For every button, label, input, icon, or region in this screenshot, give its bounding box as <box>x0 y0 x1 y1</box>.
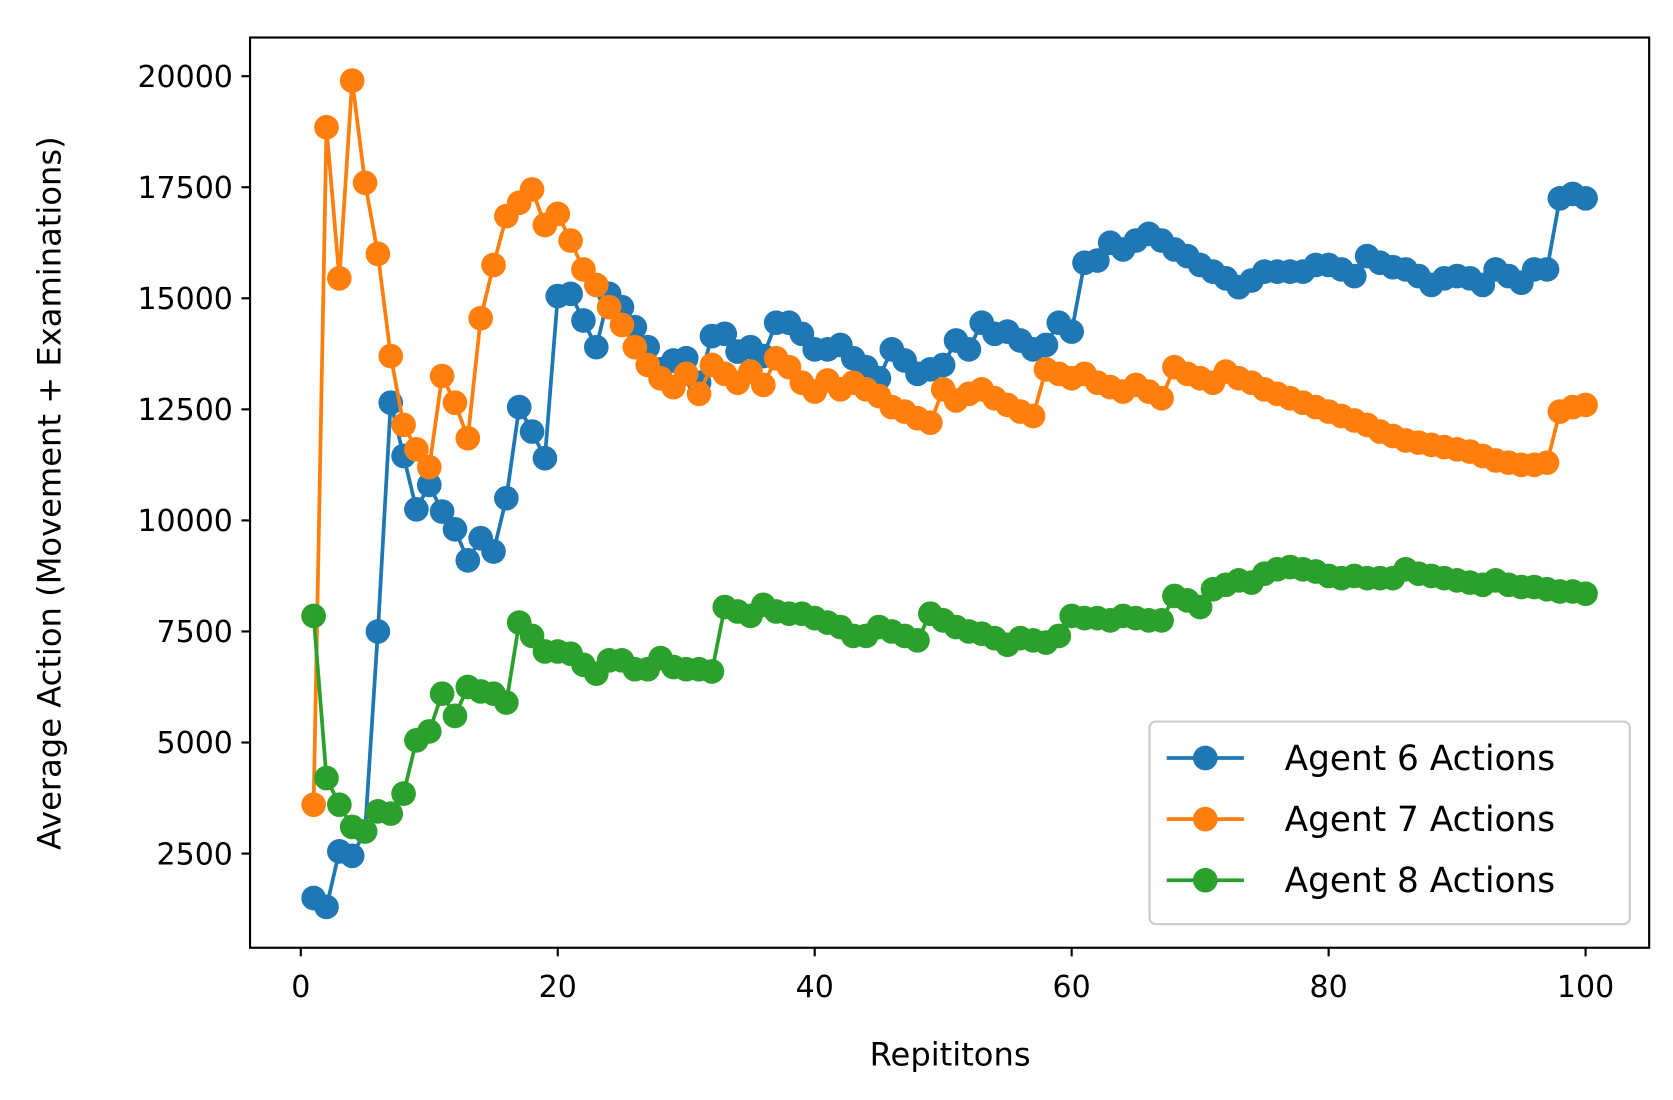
plot-frame <box>248 36 1651 949</box>
data-point <box>519 177 545 202</box>
data-point <box>339 843 365 869</box>
legend-marker <box>1192 806 1218 832</box>
data-point <box>468 305 493 331</box>
data-point <box>699 659 725 684</box>
legend-label: Agent 6 Actions <box>1285 739 1555 779</box>
y-tick-label: 15000 <box>137 282 232 317</box>
data-point <box>930 352 956 378</box>
data-point <box>481 539 506 564</box>
data-point <box>314 765 339 791</box>
x-tick-label: 0 <box>291 970 310 1005</box>
data-point <box>481 252 506 278</box>
data-point <box>442 390 468 416</box>
data-point <box>1085 248 1110 273</box>
x-tick-label: 80 <box>1310 970 1348 1005</box>
data-point <box>918 410 943 436</box>
y-tick-label: 12500 <box>137 393 232 428</box>
data-point <box>352 170 378 196</box>
data-point <box>1534 257 1560 282</box>
data-point <box>494 690 519 715</box>
data-point <box>583 272 609 298</box>
data-point <box>905 628 930 653</box>
data-point <box>339 68 365 93</box>
x-tick-label: 100 <box>1557 970 1614 1005</box>
x-tick-label: 40 <box>796 970 834 1005</box>
data-point <box>314 114 339 140</box>
data-point <box>429 499 455 524</box>
data-point <box>956 337 982 362</box>
data-point <box>365 241 391 267</box>
data-point <box>494 485 519 511</box>
legend-marker <box>1192 745 1218 771</box>
data-point <box>1033 332 1059 358</box>
data-point <box>1573 392 1598 418</box>
data-point <box>545 201 571 227</box>
y-tick-label: 20000 <box>137 60 232 95</box>
y-tick-label: 10000 <box>137 504 232 539</box>
data-point <box>416 472 442 498</box>
data-point <box>365 619 391 644</box>
legend-box <box>1148 720 1631 926</box>
data-point <box>673 361 699 387</box>
legend-marker <box>1192 867 1218 893</box>
legend: Agent 6 Actions Agent 7 Actions Agent 8 Ac… <box>1148 720 1631 926</box>
data-point <box>391 781 416 806</box>
data-point <box>750 372 776 398</box>
data-point <box>442 703 468 729</box>
data-point <box>442 516 468 542</box>
y-tick-label: 5000 <box>157 726 233 761</box>
data-point <box>301 603 326 629</box>
data-point <box>519 419 545 444</box>
y-tick-label: 17500 <box>137 171 232 206</box>
data-point <box>378 343 404 369</box>
data-point <box>314 894 339 920</box>
data-point <box>1020 403 1046 429</box>
data-point <box>416 719 442 744</box>
data-point <box>416 454 442 480</box>
data-point <box>301 792 326 818</box>
data-point <box>1059 319 1084 344</box>
data-point <box>583 334 609 360</box>
data-point <box>352 819 378 844</box>
y-tick-label: 2500 <box>157 837 233 872</box>
data-point <box>1149 608 1174 633</box>
data-point <box>455 548 481 573</box>
x-tick-label: 20 <box>539 970 577 1005</box>
x-axis-label: Repititons <box>870 1036 1031 1074</box>
data-point <box>455 425 481 451</box>
data-point <box>1149 385 1174 411</box>
x-tick-label: 60 <box>1053 970 1091 1005</box>
data-point <box>404 496 429 522</box>
data-point <box>686 381 712 407</box>
data-point <box>712 321 738 347</box>
data-point <box>1341 263 1367 289</box>
data-point <box>404 436 429 462</box>
data-point <box>622 334 648 360</box>
data-point <box>391 412 416 438</box>
data-point <box>609 312 635 338</box>
legend-label: Agent 7 Actions <box>1285 800 1555 840</box>
data-point <box>429 363 455 389</box>
y-axis-label: Average Action (Movement + Examinations) <box>30 136 68 850</box>
data-point <box>506 394 532 420</box>
legend-label: Agent 8 Actions <box>1285 861 1555 901</box>
data-point <box>596 294 622 320</box>
data-point <box>1573 581 1598 607</box>
y-tick-label: 7500 <box>157 615 233 650</box>
data-point <box>571 308 596 333</box>
data-point <box>1534 450 1560 475</box>
data-point <box>558 228 583 253</box>
data-point <box>327 265 352 291</box>
data-point <box>429 681 455 706</box>
data-point <box>1187 594 1213 620</box>
data-point <box>558 281 583 307</box>
data-point <box>1573 186 1598 211</box>
data-point <box>1046 623 1072 649</box>
data-point <box>378 801 404 826</box>
data-point <box>327 792 352 818</box>
data-point <box>532 445 558 471</box>
